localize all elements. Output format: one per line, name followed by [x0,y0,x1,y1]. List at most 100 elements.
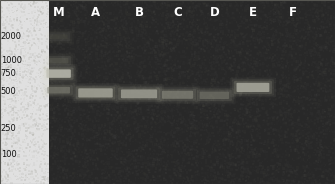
Point [214,49,219,52]
Point [204,139,210,142]
Point [121,119,127,122]
Point [38,86,44,89]
Point [113,156,118,159]
Point [149,17,154,20]
Point [222,93,228,96]
Point [149,5,154,8]
Point [190,164,195,167]
Point [161,103,166,106]
Point [331,51,335,54]
Point [76,162,81,165]
Point [265,17,270,20]
Point [46,100,51,103]
Point [253,103,258,106]
Point [12,163,17,166]
Point [199,31,205,34]
Point [303,31,309,33]
Point [76,79,82,82]
Point [228,5,233,8]
Point [26,41,32,44]
Point [218,58,224,61]
Point [243,80,248,83]
Point [65,115,70,118]
Point [36,56,41,59]
Point [169,107,175,110]
Point [238,123,244,126]
Point [190,164,195,167]
Point [92,45,98,48]
Point [160,40,165,43]
Point [115,48,120,51]
Point [323,30,328,33]
Point [256,33,261,36]
Point [230,160,235,163]
Point [226,29,231,31]
Point [293,52,298,55]
Point [310,54,315,57]
Point [233,150,239,153]
Point [325,20,330,23]
Point [207,18,212,21]
Point [175,8,180,11]
Point [99,169,104,171]
Point [67,142,72,145]
Point [57,54,62,57]
Point [129,158,134,161]
Point [146,44,152,47]
Point [60,76,65,79]
Point [68,157,74,160]
Point [119,34,124,37]
Point [62,88,67,91]
Point [226,151,231,154]
Point [153,171,158,174]
Point [9,26,14,29]
Text: D: D [209,6,219,19]
Point [105,34,111,37]
Point [72,128,77,130]
Point [171,46,176,49]
Point [37,10,42,13]
Point [137,155,142,158]
Point [206,119,211,122]
Point [104,43,110,46]
Point [146,81,151,84]
Point [222,156,227,159]
Point [2,25,8,28]
Point [111,8,117,11]
Point [217,23,223,26]
Point [187,23,192,26]
Point [292,179,297,182]
Point [318,167,324,169]
Point [307,167,312,169]
Point [245,53,250,56]
Point [218,37,224,40]
Point [277,40,282,43]
Point [210,4,215,7]
Point [284,21,289,24]
Point [324,41,329,44]
Point [332,71,335,74]
Point [282,48,287,51]
Point [313,103,318,106]
Point [262,0,267,2]
Point [76,45,81,48]
Point [189,125,194,128]
Point [42,148,48,151]
Point [281,71,286,74]
Point [165,145,171,148]
Point [332,116,335,118]
Point [50,104,56,107]
Point [199,171,205,174]
Point [172,158,177,161]
Point [221,142,226,145]
Point [61,152,66,155]
Point [328,40,334,43]
Point [285,61,290,64]
Point [308,85,313,88]
Point [166,119,171,122]
Point [176,163,182,166]
Point [278,116,283,119]
Point [91,130,96,132]
Point [304,97,309,100]
Point [178,129,183,132]
